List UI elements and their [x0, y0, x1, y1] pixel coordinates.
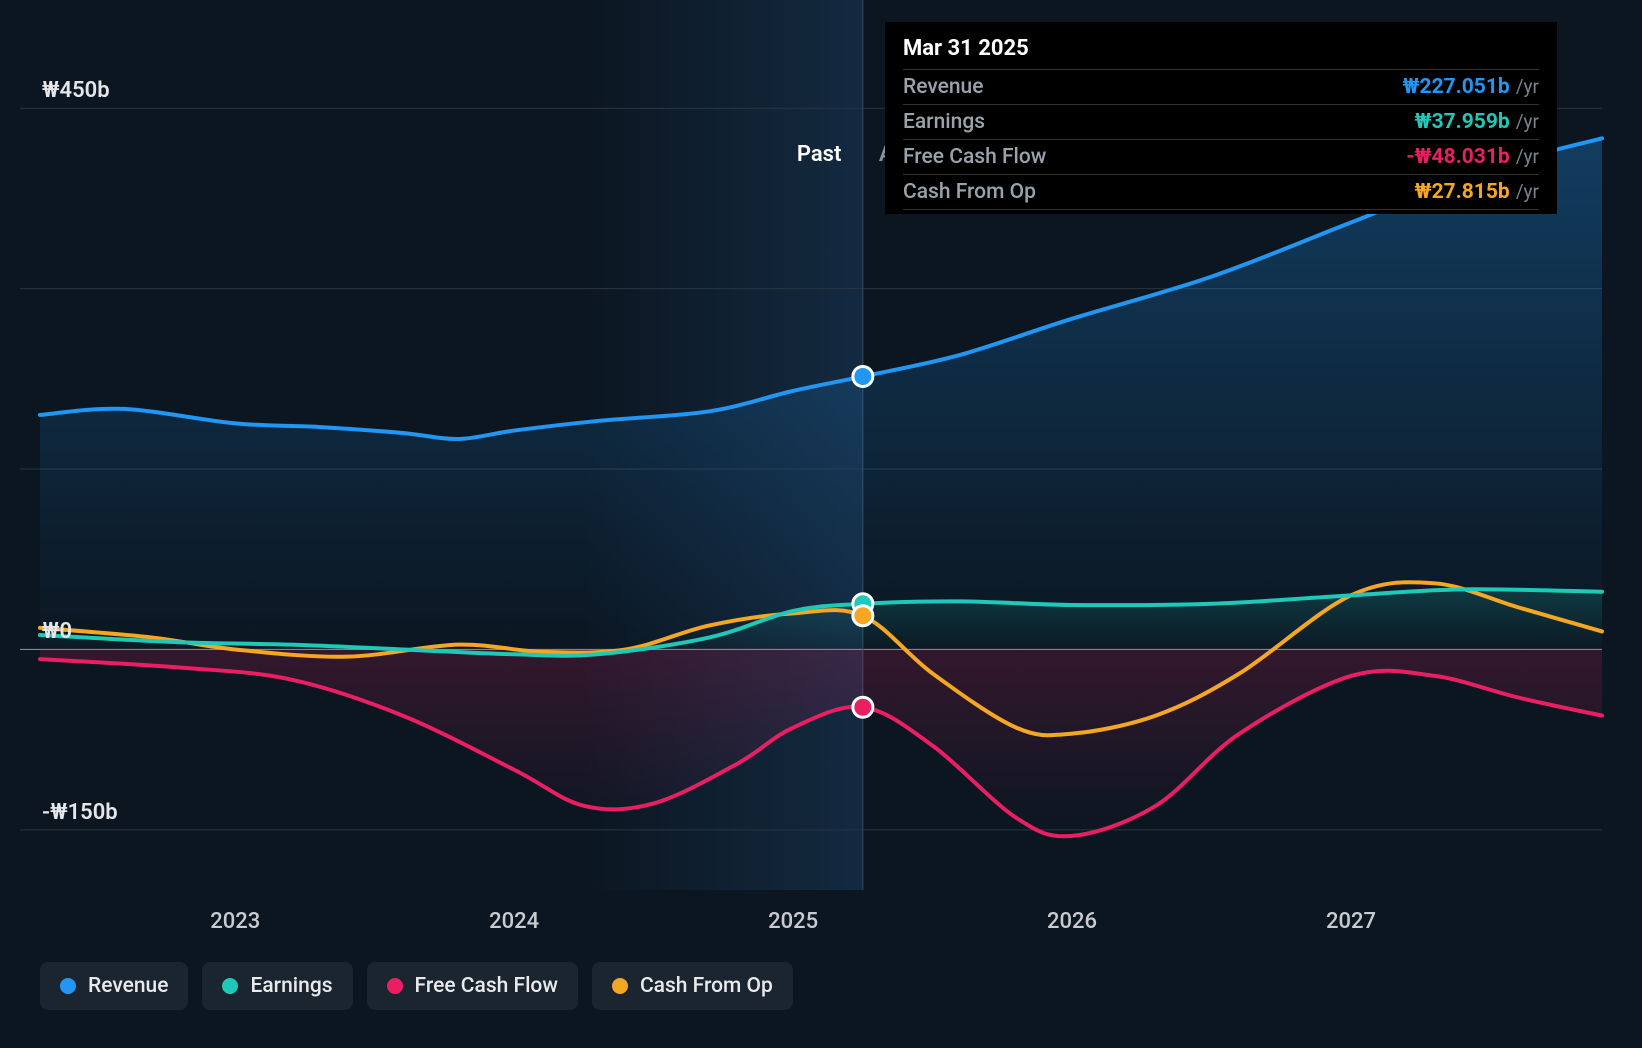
legend-item[interactable]: Earnings: [202, 962, 352, 1010]
tooltip-row: Cash From Op ₩27.815b/yr: [903, 175, 1539, 210]
tooltip-label: Cash From Op: [903, 180, 1036, 204]
tooltip-value: ₩27.815b: [1415, 180, 1510, 204]
tooltip-unit: /yr: [1516, 180, 1539, 203]
tooltip-label: Free Cash Flow: [903, 145, 1046, 169]
legend-dot-icon: [612, 978, 628, 994]
tooltip-value: ₩227.051b: [1402, 75, 1509, 99]
legend-item[interactable]: Revenue: [40, 962, 188, 1010]
y-axis-label: ₩450b: [42, 78, 110, 103]
legend-label: Earnings: [250, 974, 332, 998]
y-axis-label: -₩150b: [42, 800, 118, 825]
svg-text:2024: 2024: [489, 909, 539, 934]
tooltip-label: Earnings: [903, 110, 985, 134]
svg-text:2025: 2025: [768, 909, 818, 934]
legend-item[interactable]: Free Cash Flow: [367, 962, 578, 1010]
tooltip-row: Revenue ₩227.051b/yr: [903, 70, 1539, 105]
svg-text:2027: 2027: [1326, 909, 1376, 934]
chart-tooltip: Mar 31 2025 Revenue ₩227.051b/yr Earnings ₩…: [885, 22, 1557, 214]
tooltip-unit: /yr: [1516, 110, 1539, 133]
tooltip-unit: /yr: [1516, 75, 1539, 98]
chart-legend: Revenue Earnings Free Cash Flow Cash From O…: [40, 962, 793, 1010]
tooltip-value: ₩37.959b: [1415, 110, 1510, 134]
legend-item[interactable]: Cash From Op: [592, 962, 793, 1010]
legend-label: Revenue: [88, 974, 168, 998]
legend-dot-icon: [387, 978, 403, 994]
legend-dot-icon: [222, 978, 238, 994]
tooltip-unit: /yr: [1516, 145, 1539, 168]
tooltip-date: Mar 31 2025: [903, 32, 1539, 70]
tooltip-value: -₩48.031b: [1406, 145, 1509, 169]
section-label-past: Past: [797, 142, 842, 167]
svg-text:2023: 2023: [210, 909, 260, 934]
tooltip-label: Revenue: [903, 75, 983, 99]
financials-chart: 20232024202520262027 ₩450b₩0-₩150b Past …: [0, 0, 1642, 1048]
y-axis-label: ₩0: [42, 619, 72, 644]
legend-dot-icon: [60, 978, 76, 994]
svg-text:2026: 2026: [1047, 909, 1097, 934]
tooltip-row: Earnings ₩37.959b/yr: [903, 105, 1539, 140]
tooltip-row: Free Cash Flow -₩48.031b/yr: [903, 140, 1539, 175]
legend-label: Free Cash Flow: [415, 974, 558, 998]
legend-label: Cash From Op: [640, 974, 773, 998]
